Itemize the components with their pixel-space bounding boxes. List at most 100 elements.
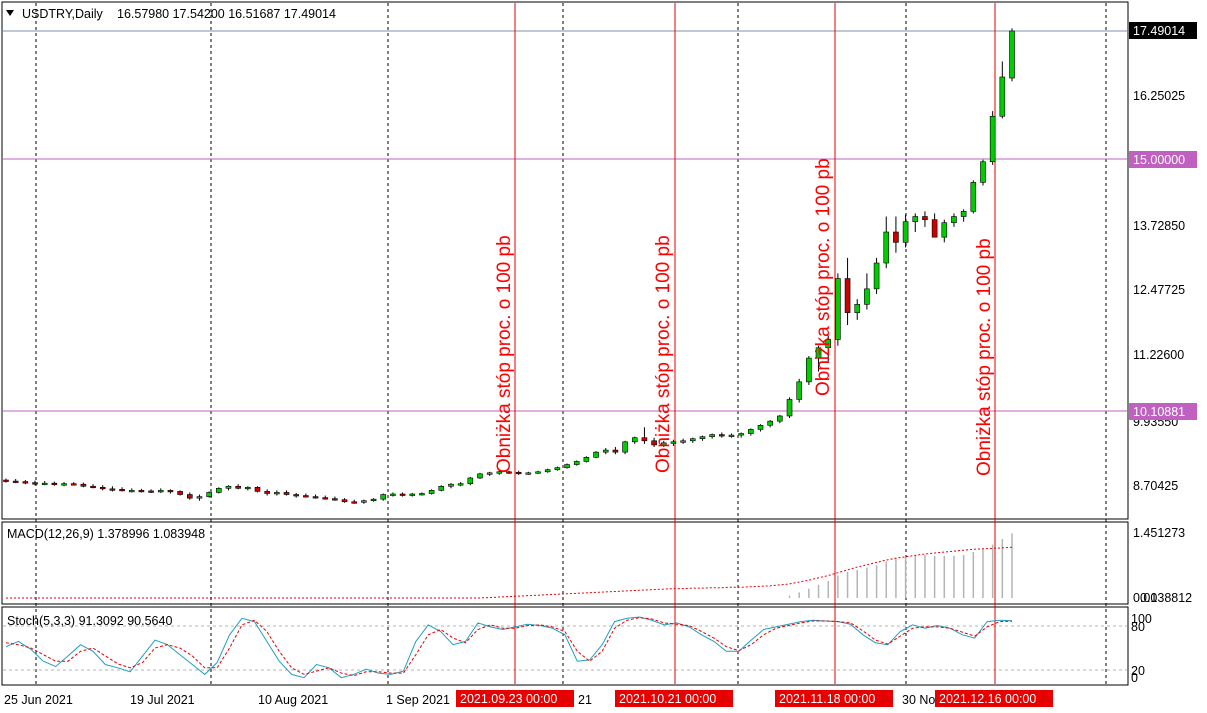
event-badge-1: 2021.09.23 00:00	[456, 690, 574, 707]
symbol-label: USDTRY,Daily	[22, 7, 104, 21]
candle	[138, 488, 145, 493]
candle	[70, 482, 77, 486]
candle	[902, 214, 909, 248]
candle	[90, 484, 96, 489]
candle	[864, 273, 870, 310]
candle	[738, 432, 744, 438]
candle	[612, 446, 619, 455]
candle	[796, 378, 802, 403]
candles-layer	[3, 28, 1015, 504]
candle	[806, 356, 812, 385]
candle	[322, 495, 329, 500]
stoch-tick: 0	[1131, 671, 1138, 685]
candle	[912, 213, 919, 233]
event-badge-4: 2021.12.16 00:00	[935, 690, 1053, 707]
macd-tick: 0.00	[1133, 591, 1157, 605]
time-tick: 25 Jun 2021	[4, 693, 73, 707]
candle	[564, 463, 570, 469]
price-tick: 12.47725	[1133, 283, 1185, 297]
candle	[883, 216, 890, 269]
candle	[12, 479, 19, 484]
candle	[216, 487, 222, 494]
price-tick: 8.70425	[1133, 479, 1178, 493]
candle	[99, 485, 106, 491]
macd-tick: 0.138812	[1140, 591, 1192, 605]
candle	[554, 466, 561, 471]
candle	[361, 499, 367, 504]
svg-text:15.00000: 15.00000	[1133, 153, 1185, 167]
annotation-3: Obniżka stóp proc. o 100 pb	[813, 158, 834, 396]
candle	[506, 470, 512, 474]
candle	[148, 489, 154, 493]
stoch-pane[interactable]	[1, 606, 1129, 686]
menu-triangle-icon[interactable]	[6, 10, 14, 16]
candle	[61, 482, 67, 487]
candle	[757, 424, 764, 432]
price-tick: 16.25025	[1133, 89, 1185, 103]
candle	[844, 257, 851, 326]
candle	[351, 499, 358, 504]
candle	[641, 427, 648, 444]
candle	[390, 492, 396, 497]
stoch-signal-line	[5, 617, 1013, 677]
candle	[254, 486, 261, 493]
price-badge-10: 10.10881	[1129, 403, 1197, 420]
candle	[51, 481, 58, 486]
macd-layer	[6, 533, 1013, 599]
candle	[854, 299, 861, 320]
candle	[419, 492, 425, 496]
candle	[728, 433, 735, 438]
candle	[486, 471, 493, 476]
price-tick: 13.72850	[1133, 219, 1185, 233]
annotation-4: Obniżka stóp proc. o 100 pb	[974, 238, 995, 476]
candle	[177, 490, 183, 496]
candle	[457, 482, 464, 487]
candle	[515, 470, 522, 475]
candle	[80, 482, 87, 488]
candle	[719, 432, 725, 438]
candle	[835, 273, 841, 346]
main-pane[interactable]	[1, 1, 1129, 520]
candle	[370, 498, 377, 502]
candle	[931, 213, 938, 238]
time-tick: 19 Jul 2021	[130, 693, 195, 707]
candle	[264, 489, 270, 496]
candle	[332, 496, 338, 501]
candle	[235, 484, 241, 490]
time-tick: 30 No	[902, 693, 935, 707]
svg-text:17.49014: 17.49014	[1133, 24, 1185, 38]
stoch-tick: 20	[1131, 664, 1145, 678]
svg-text:2021.10.21 00:00: 2021.10.21 00:00	[619, 692, 716, 706]
macd-signal-line	[6, 546, 1013, 599]
candle	[709, 433, 715, 439]
candle	[409, 492, 416, 497]
candle	[448, 483, 454, 489]
svg-text:2021.09.23 00:00: 2021.09.23 00:00	[460, 692, 557, 706]
candle	[3, 478, 9, 483]
candle	[825, 335, 832, 362]
macd-pane[interactable]	[1, 521, 1129, 605]
macd-header: MACD(12,26,9) 1.378996 1.083948	[7, 527, 205, 541]
stoch-header: Stoch(5,3,3) 91.3092 90.5640	[7, 614, 172, 628]
candle	[496, 470, 503, 475]
stoch-layer	[5, 616, 1013, 679]
candle	[167, 489, 174, 494]
svg-text:10.10881: 10.10881	[1133, 405, 1185, 419]
candle	[312, 494, 319, 499]
candle	[544, 468, 551, 473]
candle	[815, 345, 822, 372]
candle	[893, 216, 899, 253]
price-badge-last: 17.49014	[1129, 22, 1197, 39]
candle	[41, 481, 48, 486]
candle	[593, 451, 599, 459]
candle	[699, 435, 706, 441]
candle	[186, 492, 193, 500]
price-badge-15: 15.00000	[1129, 151, 1197, 168]
stoch-tick: 80	[1131, 620, 1145, 634]
candle	[206, 491, 212, 498]
annotation-2: Obniżka stóp proc. o 100 pb	[653, 235, 674, 473]
candle	[670, 439, 677, 446]
candle	[380, 493, 387, 501]
candle	[32, 480, 38, 486]
